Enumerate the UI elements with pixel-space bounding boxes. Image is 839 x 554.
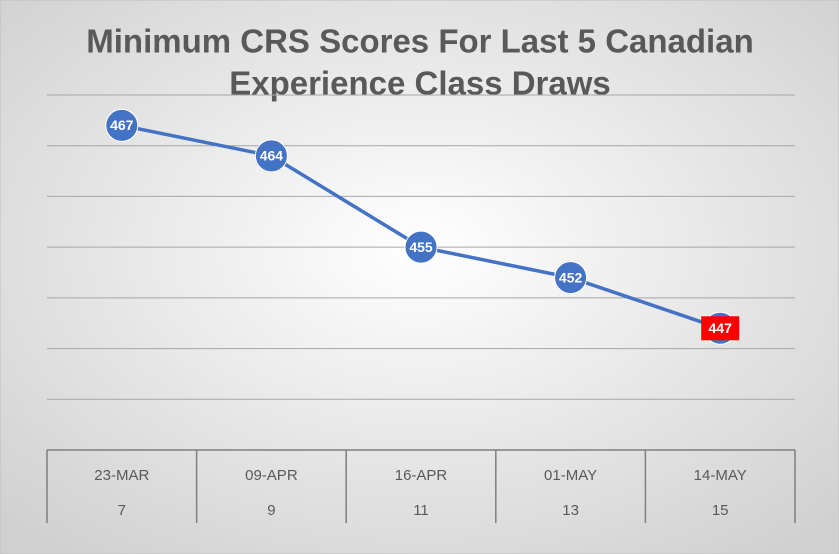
label-box [701, 316, 740, 341]
data-label: 452 [559, 269, 583, 285]
data-point [254, 139, 288, 173]
x-tick-label: 23-MAR [94, 467, 149, 484]
x-tick-label: 14-MAY [694, 467, 747, 484]
x-tick-label: 09-APR [245, 467, 298, 484]
data-point [404, 230, 438, 264]
chart-title: Experience Class Draws [229, 65, 611, 102]
x-tick-sublabel: 11 [413, 502, 429, 519]
x-tick-sublabel: 9 [267, 502, 275, 519]
x-tick-sublabel: 7 [118, 502, 126, 519]
data-label: 467 [110, 117, 134, 133]
x-tick-label: 16-APR [395, 467, 448, 484]
data-label: 464 [260, 148, 284, 164]
data-point [554, 261, 588, 295]
x-tick-sublabel: 13 [562, 502, 579, 519]
chart-title: Minimum CRS Scores For Last 5 Canadian [86, 23, 753, 60]
data-point [105, 108, 139, 142]
x-tick-label: 01-MAY [544, 467, 597, 484]
data-label: 447 [709, 320, 733, 336]
x-tick-sublabel: 15 [712, 502, 729, 519]
data-label: 455 [409, 239, 433, 255]
